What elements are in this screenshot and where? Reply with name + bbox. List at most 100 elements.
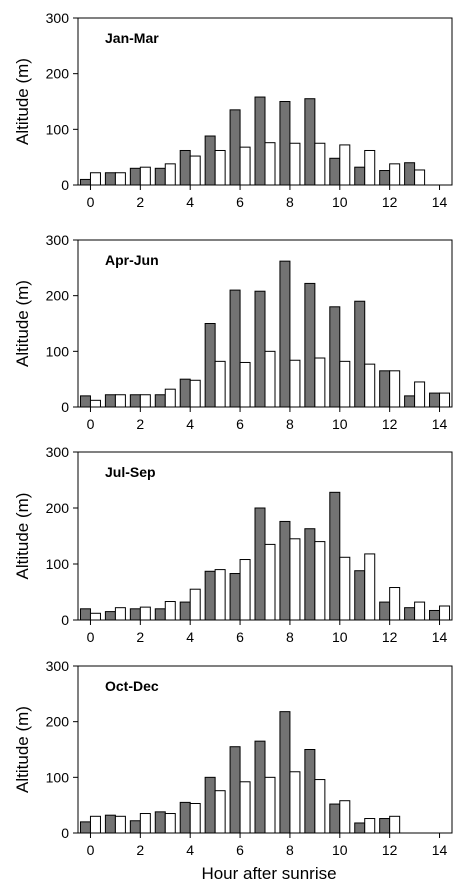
bar-series-2 [239,146,251,186]
bar-series-1 [229,573,241,621]
chart-panel-4: 0 100 200 300 0 2 4 6 8 10 12 14 Oct-Dec Altitude (m)… [13,658,453,883]
x-tick-label: 4 [186,629,194,645]
bar-series-1 [129,167,141,186]
x-tick-label: 0 [87,194,95,210]
panel-title: Jan-Mar [105,30,159,46]
bar-series-1 [254,290,266,408]
bar-series-1 [154,394,166,408]
x-tick-label: 4 [186,416,194,432]
bar-series-2 [189,588,201,621]
x-tick-label: 2 [136,629,144,645]
bar-series-2 [364,363,376,408]
bar-series-1 [429,609,441,621]
bar-series-2 [89,815,101,834]
bar-series-1 [379,170,391,186]
bar-series-1 [204,323,216,408]
bar-series-1 [129,608,141,621]
bar-series-1 [254,507,266,621]
bar-series-2 [164,163,176,186]
bar-series-2 [364,818,376,834]
bar-series-2 [414,169,426,186]
x-tick-label: 0 [87,842,95,858]
y-tick-label: 300 [46,658,70,674]
bar-series-2 [364,149,376,186]
bar-series-2 [114,815,126,834]
x-tick-label: 0 [87,416,95,432]
bar-series-2 [214,360,226,408]
bar-series-2 [114,172,126,186]
bar-series-1 [204,570,216,621]
bar-series-1 [329,157,341,186]
x-tick-label: 2 [136,842,144,858]
bar-series-2 [439,392,451,408]
x-tick-label: 4 [186,194,194,210]
bar-series-2 [139,394,151,408]
bar-series-2 [289,538,301,621]
bar-series-1 [179,149,191,186]
bar-series-2 [414,381,426,408]
y-tick-label: 0 [61,177,69,193]
bar-series-1 [354,300,366,408]
x-tick-label: 6 [236,416,244,432]
bar-series-2 [139,606,151,621]
bar-series-2 [239,559,251,621]
bar-series-1 [254,96,266,186]
bar-series-2 [314,541,326,621]
bar-series-1 [229,746,241,834]
bar-series-1 [329,803,341,834]
bar-series-2 [189,802,201,834]
y-tick-label: 0 [61,825,69,841]
bar-series-2 [289,142,301,186]
bar-series-1 [179,378,191,408]
bar-series-2 [339,360,351,408]
bar-series-1 [379,818,391,834]
chart-panel-2: 0 100 200 300 0 2 4 6 8 10 12 14 Apr-Jun Altitude (m) [13,232,453,432]
x-axis-label: Hour after sunrise [201,864,336,883]
bar-series-2 [139,813,151,834]
bar-series-1 [304,749,316,834]
bar-series-1 [179,801,191,834]
x-tick-label: 12 [382,629,398,645]
bar-series-1 [154,811,166,834]
x-tick-label: 14 [432,842,448,858]
bar-series-2 [189,155,201,186]
x-tick-label: 8 [286,194,294,210]
bar-series-1 [79,821,91,834]
bar-series-2 [239,361,251,408]
chart-panel-1: 0 100 200 300 0 2 4 6 8 10 12 14 Jan-Mar Altitude (m) [13,10,453,210]
bar-series-2 [264,776,276,834]
bar-series-1 [129,820,141,834]
bar-series-2 [414,601,426,621]
bar-series-2 [389,370,401,408]
bar-series-1 [304,98,316,186]
x-tick-label: 14 [432,629,448,645]
x-tick-label: 12 [382,194,398,210]
x-tick-label: 12 [382,842,398,858]
y-tick-label: 300 [46,444,70,460]
y-tick-label: 0 [61,612,69,628]
bar-series-1 [229,289,241,408]
y-tick-label: 200 [46,714,70,730]
bar-series-1 [104,394,116,408]
bar-series-1 [79,395,91,408]
x-tick-label: 10 [332,629,348,645]
y-tick-label: 300 [46,10,70,26]
x-tick-label: 2 [136,194,144,210]
x-tick-label: 4 [186,842,194,858]
bar-series-1 [329,306,341,408]
bar-series-1 [379,601,391,621]
x-tick-label: 8 [286,629,294,645]
bar-series-2 [164,813,176,834]
bar-series-2 [339,800,351,834]
bar-series-2 [289,771,301,834]
panel-title: Jul-Sep [105,464,156,480]
x-tick-label: 10 [332,416,348,432]
x-tick-label: 10 [332,194,348,210]
bar-series-1 [79,608,91,621]
bar-series-1 [104,172,116,186]
bar-series-2 [264,142,276,186]
bar-series-2 [164,601,176,621]
bar-series-1 [329,491,341,621]
bar-series-1 [279,101,291,186]
